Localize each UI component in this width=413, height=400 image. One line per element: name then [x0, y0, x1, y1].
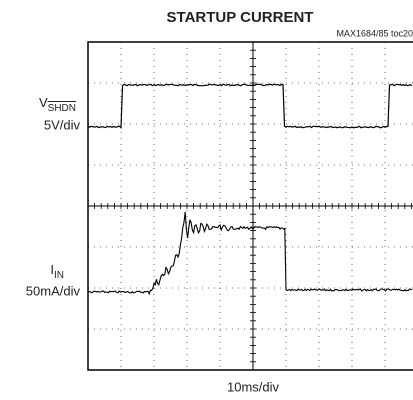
- channel-1-scale: 5V/div: [44, 117, 81, 132]
- channel-1-subscript: SHDN: [48, 103, 76, 114]
- channel-2-symbol: I: [50, 262, 54, 277]
- channel-1-symbol: V: [39, 95, 48, 110]
- channel-1-label: VSHDN: [39, 95, 76, 113]
- channel-2-scale: 50mA/div: [26, 283, 81, 298]
- channel-2-label: IIN: [50, 262, 64, 280]
- title: STARTUP CURRENT: [167, 9, 314, 26]
- shdn-trace: [87, 83, 413, 130]
- time-scale: 10ms/div: [227, 379, 280, 394]
- channel-2-subscript: IN: [54, 270, 64, 281]
- frame: [87, 41, 413, 371]
- figure-note: MAX1684/85 toc20: [336, 28, 413, 38]
- graticule: [87, 41, 413, 371]
- current-trace: [87, 211, 413, 296]
